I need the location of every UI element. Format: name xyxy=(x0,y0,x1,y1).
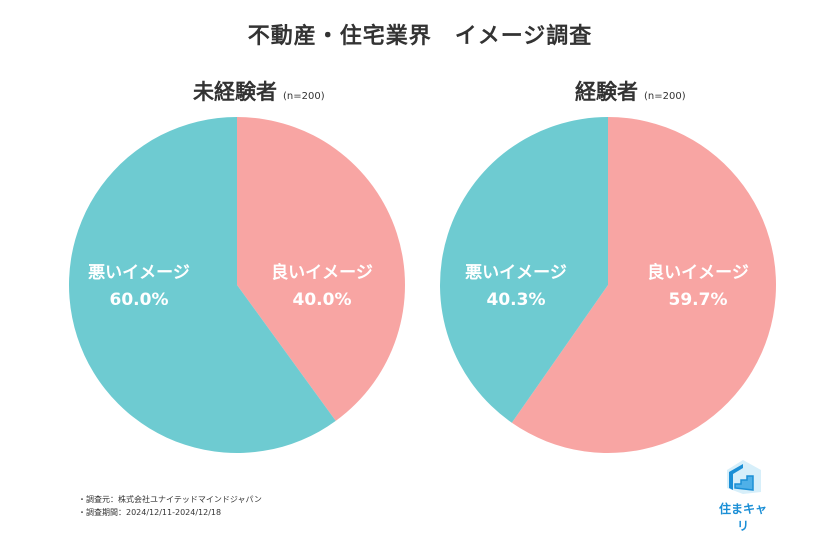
logo: 住まキャリ xyxy=(718,458,768,534)
chart-title: 不動産・住宅業界 イメージ調査 xyxy=(247,24,593,49)
pie-title-text: 経験者 xyxy=(575,80,638,104)
pie-slice xyxy=(439,116,608,423)
pie-title-text: 未経験者 xyxy=(193,80,277,104)
stairs-house-icon xyxy=(727,460,761,494)
slice-value: 59.7% xyxy=(669,290,728,310)
footnote-period: ・調査期間：2024/12/11-2024/12/18 xyxy=(78,508,222,517)
pie-slice xyxy=(511,117,776,453)
slice-label: 良いイメージ xyxy=(271,262,373,283)
sample-size: (n=200) xyxy=(283,91,325,102)
pie-title-inexperienced: 未経験者 (n=200) xyxy=(193,76,325,106)
slice-label: 悪いイメージ xyxy=(88,263,190,283)
slice-value: 60.0% xyxy=(110,290,169,310)
pie-slice xyxy=(69,117,336,453)
slice-value: 40.3% xyxy=(487,290,546,310)
slice-label: 良いイメージ xyxy=(647,262,749,283)
pie-slice xyxy=(237,117,406,421)
slice-value: 40.0% xyxy=(293,290,352,310)
footnote-source: ・調査元：株式会社ユナイテッドマインドジャパン xyxy=(78,495,262,504)
logo-text: 住まキャリ xyxy=(718,502,767,533)
pie-title-experienced: 経験者 (n=200) xyxy=(575,76,686,106)
sample-size: (n=200) xyxy=(644,91,686,102)
slice-label: 悪いイメージ xyxy=(465,263,567,283)
